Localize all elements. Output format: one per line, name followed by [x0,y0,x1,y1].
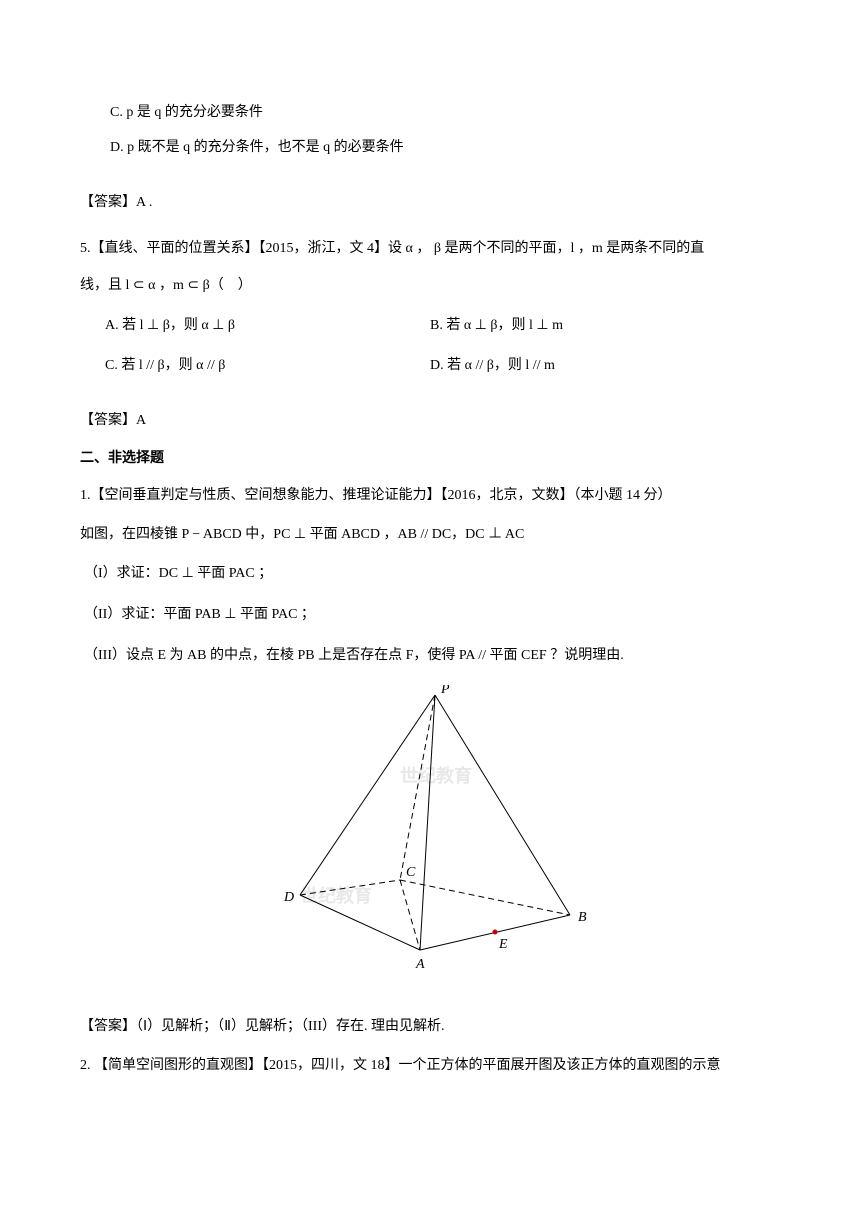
q5-optD: D. 若 α // β，则 l // m [430,353,780,378]
q5-options-row1: A. 若 l ⊥ β，则 α ⊥ β B. 若 α ⊥ β，则 l ⊥ m [80,313,780,338]
s2q1-p2: （II）求证：平面 PAB ⊥ 平面 PAC ； [80,602,780,627]
q5-line1-text: 5.【直线、平面的位置关系】【2015，浙江，文 4】设 α ， β 是两个不同… [80,241,704,256]
s2q2-header: 2. 【简单空间图形的直观图】【2015，四川，文 18】一个正方体的平面展开图… [80,1053,780,1078]
answer-block: 【答案】A . [80,190,780,215]
q5-optB: B. 若 α ⊥ β，则 l ⊥ m [430,313,780,338]
s2q1-stem-text: 如图，在四棱锥 P − ABCD 中，PC ⊥ 平面 ABCD ，AB // D… [80,527,524,542]
q5-optC: C. 若 l // β，则 α // β [80,353,430,378]
s2q1-p3: （III）设点 E 为 AB 的中点，在棱 PB 上是否存在点 F，使得 PA … [80,643,780,668]
q5-optA-text: A. 若 l ⊥ β，则 α ⊥ β [105,318,235,333]
q5-optC-text: C. 若 l // β，则 α // β [105,358,225,373]
pyramid-diagram: P D C A B E [240,685,620,975]
svg-text:C: C [406,865,416,880]
s2q1-tags-text: 1.【空间垂直判定与性质、空间想象能力、推理论证能力】【2016，北京，文数】（… [80,488,672,503]
option-c-text: C. p 是 q 的充分必要条件 [110,105,263,120]
s2q1-p1: （I）求证：DC ⊥ 平面 PAC ； [80,561,780,586]
s2q1-answer-text: 【答案】（Ⅰ）见解析；（Ⅱ）见解析；（III）存在. 理由见解析. [80,1019,445,1034]
s2q1-stem: 如图，在四棱锥 P − ABCD 中，PC ⊥ 平面 ABCD ，AB // D… [80,522,780,547]
option-d: D. p 既不是 q 的充分条件，也不是 q 的必要条件 [80,135,780,160]
svg-text:E: E [498,937,508,952]
q5-optD-text: D. 若 α // β，则 l // m [430,358,555,373]
q5-optB-text: B. 若 α ⊥ β，则 l ⊥ m [430,318,563,333]
s2q2-header-text: 2. 【简单空间图形的直观图】【2015，四川，文 18】一个正方体的平面展开图… [80,1058,721,1073]
option-d-text: D. p 既不是 q 的充分条件，也不是 q 的必要条件 [110,140,404,155]
q5-line2: 线，且 l ⊂ α ，m ⊂ β（ ） [80,273,780,298]
svg-text:A: A [415,957,425,972]
q5-optA: A. 若 l ⊥ β，则 α ⊥ β [80,313,430,338]
q5-line2-text: 线，且 l ⊂ α ，m ⊂ β（ ） [80,278,252,293]
answer-text: 【答案】A . [80,195,152,210]
svg-text:P: P [440,685,450,697]
section2-heading-text: 二、非选择题 [80,451,164,466]
q5-options-row2: C. 若 l // β，则 α // β D. 若 α // β，则 l // … [80,353,780,378]
option-c: C. p 是 q 的充分必要条件 [80,100,780,125]
q5-line1: 5.【直线、平面的位置关系】【2015，浙江，文 4】设 α ， β 是两个不同… [80,236,780,261]
s2q1-tags: 1.【空间垂直判定与性质、空间想象能力、推理论证能力】【2016，北京，文数】（… [80,483,780,508]
svg-text:D: D [283,890,294,905]
svg-text:B: B [578,910,587,925]
s2q1-p2-text: （II）求证：平面 PAB ⊥ 平面 PAC ； [84,607,315,622]
section2-heading: 二、非选择题 [80,446,780,471]
pyramid-figure: P D C A B E [80,685,780,984]
s2q1-answer: 【答案】（Ⅰ）见解析；（Ⅱ）见解析；（III）存在. 理由见解析. [80,1014,780,1039]
s2q1-p3-text: （III）设点 E 为 AB 的中点，在棱 PB 上是否存在点 F，使得 PA … [84,648,624,663]
s2q1-p1-text: （I）求证：DC ⊥ 平面 PAC ； [84,566,272,581]
q5-answer-text: 【答案】A [80,413,146,428]
q5-answer: 【答案】A [80,408,780,433]
